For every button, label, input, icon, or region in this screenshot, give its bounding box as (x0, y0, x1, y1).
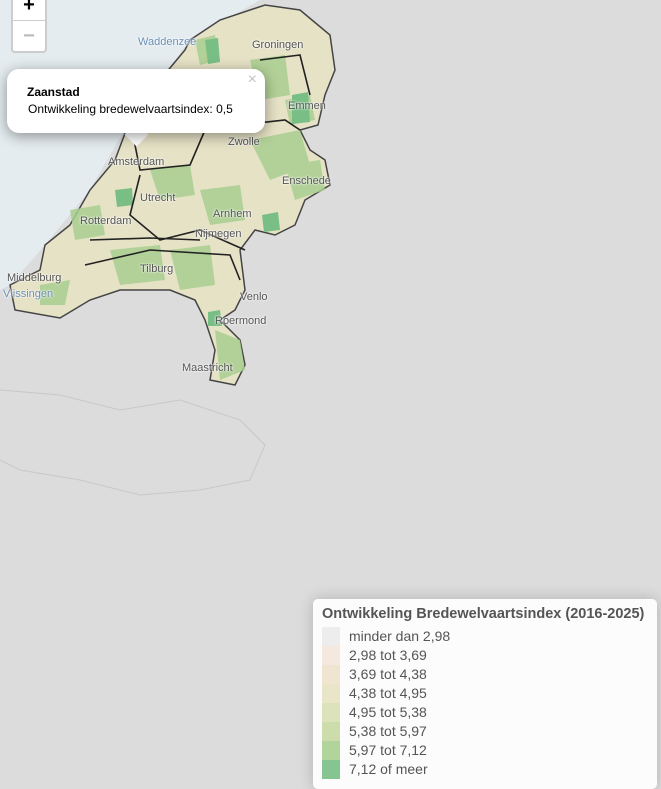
legend-title: Ontwikkeling Bredewelvaartsindex (2016-2… (322, 606, 645, 622)
legend-swatch (322, 646, 340, 665)
province-borders (84, 54, 311, 281)
map-label: Amsterdam (108, 156, 165, 168)
map-label: Zwolle (228, 136, 260, 148)
map-label: Middelburg (7, 272, 62, 284)
legend-label: 7,12 of meer (349, 761, 428, 777)
zoom-out[interactable]: − (13, 20, 45, 51)
map-label: Enschede (282, 175, 331, 187)
legend-label: 5,97 tot 7,12 (349, 742, 427, 758)
map-label: Nijmegen (195, 228, 242, 240)
map-label: Groningen (252, 39, 304, 51)
legend-swatch (322, 665, 340, 684)
legend-swatch (322, 703, 340, 722)
legend-swatch (322, 722, 340, 741)
zoom-control: + − (11, 0, 47, 53)
legend-label: minder dan 2,98 (349, 628, 451, 644)
popup-text: Ontwikkeling bredewelvaartsindex: 0,5 (28, 102, 233, 116)
map-label: Tilburg (140, 263, 174, 275)
legend-label: 4,38 tot 4,95 (349, 685, 427, 701)
map-label: Waddenzee (138, 36, 197, 48)
legend-label: 2,98 tot 3,69 (349, 647, 427, 663)
legend-swatch (322, 627, 340, 646)
legend: Ontwikkeling Bredewelvaartsindex (2016-2… (313, 599, 657, 789)
legend-label: 3,69 tot 4,38 (349, 666, 427, 682)
popup: × Zaanstad Ontwikkeling bredewelvaartsin… (7, 69, 265, 133)
popup-close[interactable]: × (247, 71, 257, 88)
map-label: Utrecht (140, 192, 176, 204)
legend-label: 4,95 tot 5,38 (349, 704, 427, 720)
map-label: Rotterdam (80, 215, 132, 227)
map-label: Vlissingen (3, 288, 54, 300)
zoom-in[interactable]: + (23, 0, 35, 16)
high-patches (115, 38, 310, 326)
legend-label: 5,38 tot 5,97 (349, 723, 427, 739)
legend-swatch (322, 760, 340, 779)
map-label: Venlo (240, 291, 268, 303)
map-label: Roermond (215, 315, 267, 327)
border-belgium (0, 389, 266, 496)
legend-swatch (322, 684, 340, 703)
map-label: Maastricht (182, 362, 233, 374)
map-label: Arnhem (213, 208, 252, 220)
popup-title: Zaanstad (27, 85, 80, 99)
legend-swatch (322, 741, 340, 760)
map-label: Emmen (288, 100, 326, 112)
